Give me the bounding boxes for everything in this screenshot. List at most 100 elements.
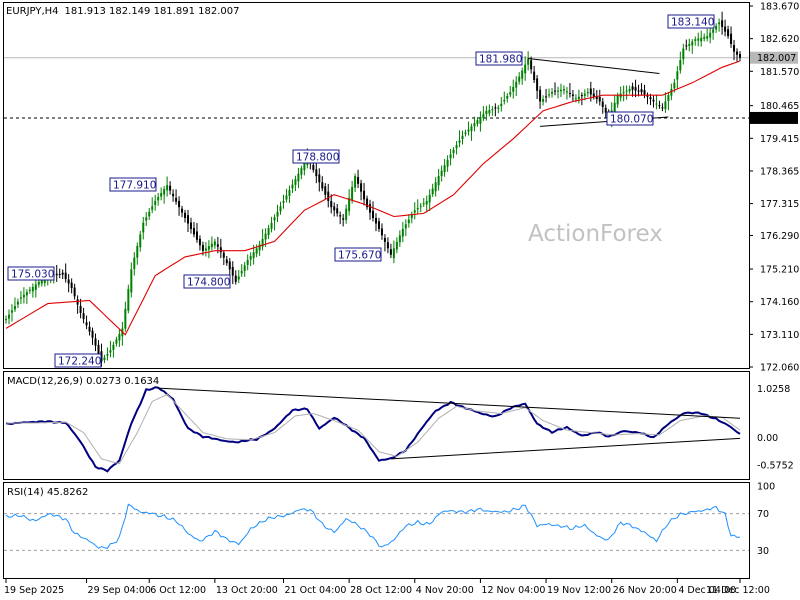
x-tick-label: 19 Nov 12:00: [547, 585, 611, 596]
candle: [133, 252, 136, 276]
candle: [279, 201, 282, 215]
candle: [103, 354, 106, 364]
svg-text:174.800: 174.800: [187, 277, 230, 289]
candle: [363, 183, 366, 206]
x-tick-label: 13 Oct 20:00: [216, 585, 278, 596]
y-tick-label: 179.415: [760, 134, 799, 145]
price-label: 183.140: [667, 14, 715, 29]
candle: [374, 213, 377, 232]
candle: [172, 189, 175, 202]
moving-average-line: [5, 60, 741, 336]
candle: [470, 123, 473, 141]
candle: [643, 84, 646, 99]
candle: [694, 36, 697, 46]
candle: [360, 179, 363, 201]
y-tick-label: 174.160: [760, 297, 799, 308]
x-axis: 19 Sep 2025 29 Sep 04:00 6 Oct 12:00 13 Oct…: [4, 579, 770, 596]
rsi-tick-label: 70: [757, 509, 769, 520]
candle: [530, 56, 533, 74]
candle: [515, 76, 518, 96]
price-annotations: 183.140 181.980 180.070 178.800 177.910 175.6…: [7, 14, 715, 368]
svg-text:178.800: 178.800: [296, 152, 339, 164]
candle: [67, 274, 70, 293]
candle: [628, 85, 631, 94]
candle: [300, 165, 303, 180]
candle: [431, 183, 434, 197]
y-tick-label: 181.570: [760, 67, 799, 78]
candle: [724, 19, 727, 37]
watermark: ActionForex: [528, 221, 663, 247]
candle: [667, 92, 670, 111]
candle: [416, 199, 419, 215]
x-tick-label: 4 Nov 20:00: [416, 585, 474, 596]
candle: [386, 237, 389, 254]
y-tick-label: 178.365: [760, 166, 799, 177]
candle: [204, 241, 207, 257]
candle: [19, 291, 22, 305]
candle: [181, 205, 184, 218]
candle: [556, 86, 559, 99]
candle: [682, 43, 685, 65]
svg-text:177.910: 177.910: [113, 180, 156, 192]
candle: [118, 328, 121, 347]
svg-text:180.070: 180.070: [610, 114, 653, 126]
candle: [482, 106, 485, 121]
level-price-tag: 180.070: [750, 111, 798, 124]
x-tick-label: 19 Sep 2025: [4, 585, 64, 596]
candle: [249, 252, 252, 267]
candle: [727, 25, 730, 39]
candle: [464, 129, 467, 137]
candle: [646, 92, 649, 105]
price-label: 174.800: [183, 274, 231, 289]
candle: [473, 116, 476, 132]
candle: [130, 262, 133, 298]
macd-tick-label: 0.00: [757, 433, 778, 444]
macd-trendline: [158, 387, 741, 419]
candle: [58, 268, 61, 279]
candle: [604, 104, 607, 118]
candle: [658, 100, 661, 109]
candle: [503, 91, 506, 105]
candle: [270, 216, 273, 233]
candle: [282, 194, 285, 209]
candle: [425, 195, 428, 213]
candle: [497, 105, 500, 114]
svg-text:180.070: 180.070: [757, 113, 796, 124]
ohlc-readout: 181.913 182.149 181.891 182.007: [65, 6, 240, 17]
x-tick-label: 29 Sep 04:00: [88, 585, 151, 596]
candle: [145, 212, 148, 226]
candle: [410, 211, 413, 224]
candle: [285, 188, 288, 203]
candle: [184, 209, 187, 223]
candle: [655, 94, 658, 110]
candle: [225, 256, 228, 266]
candle: [565, 86, 568, 100]
candle: [94, 333, 97, 352]
candle: [228, 258, 231, 277]
candle: [545, 88, 548, 103]
candle: [443, 159, 446, 177]
candle: [407, 214, 410, 228]
svg-text:175.030: 175.030: [11, 269, 54, 281]
candle: [568, 83, 571, 98]
candle: [506, 93, 509, 103]
candle: [518, 72, 521, 85]
candle: [34, 278, 37, 298]
candle: [210, 236, 213, 251]
candle: [189, 217, 192, 234]
candle: [679, 51, 682, 74]
candle: [139, 230, 142, 252]
candle: [28, 286, 31, 294]
candle: [580, 92, 583, 106]
candle: [160, 187, 163, 201]
candle: [195, 223, 198, 243]
price-label: 178.800: [292, 149, 340, 164]
candle: [637, 84, 640, 97]
candle: [551, 88, 554, 98]
candle: [336, 203, 339, 217]
candle: [706, 28, 709, 42]
candle: [222, 250, 225, 266]
candle: [7, 309, 10, 325]
candle: [13, 297, 16, 312]
